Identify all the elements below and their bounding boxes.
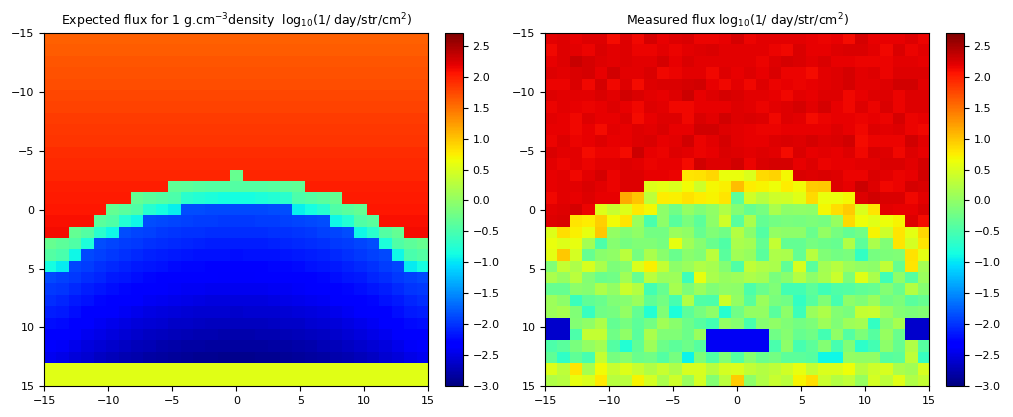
Title: Expected flux for 1 g.cm$^{-3}$density  log$_{10}$(1/ day/str/cm$^{2}$): Expected flux for 1 g.cm$^{-3}$density l… [61,11,412,31]
Title: Measured flux log$_{10}$(1/ day/str/cm$^{2}$): Measured flux log$_{10}$(1/ day/str/cm$^… [626,11,849,31]
